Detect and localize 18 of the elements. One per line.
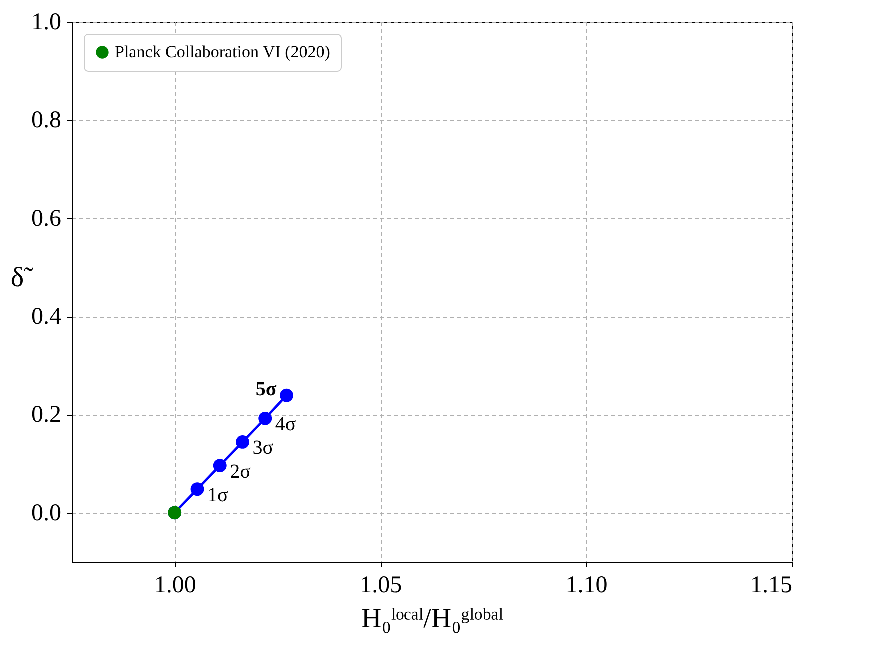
y-tick-label: 0.2 — [32, 402, 62, 428]
y-tick-label: 0.6 — [32, 206, 62, 232]
x-tick-label: 1.10 — [566, 572, 608, 598]
annotation: 3σ — [252, 437, 274, 460]
y-tick-label: 1.0 — [32, 10, 62, 36]
annotation: 1σ — [207, 484, 228, 506]
y-tick-label: 0.4 — [32, 304, 62, 330]
x-tick-label: 1.05 — [360, 572, 402, 598]
y-axis-title: δ̃ — [10, 262, 34, 294]
legend-label: Planck Collaboration VI (2020) — [115, 42, 330, 62]
annotation: 2σ — [230, 460, 252, 483]
x-tick-label: 1.00 — [154, 572, 196, 598]
x-axis-title: H₀ˡᵒᶜᵃˡ/H₀ᵍˡᵒᵇᵃˡ — [361, 604, 504, 634]
y-tick-label: 0.0 — [32, 500, 62, 526]
annotation: 4σ — [275, 414, 296, 436]
y-tick-label: 0.8 — [32, 108, 62, 134]
x-tick-label: 1.15 — [750, 572, 792, 598]
annotation: 5σ — [256, 378, 277, 401]
